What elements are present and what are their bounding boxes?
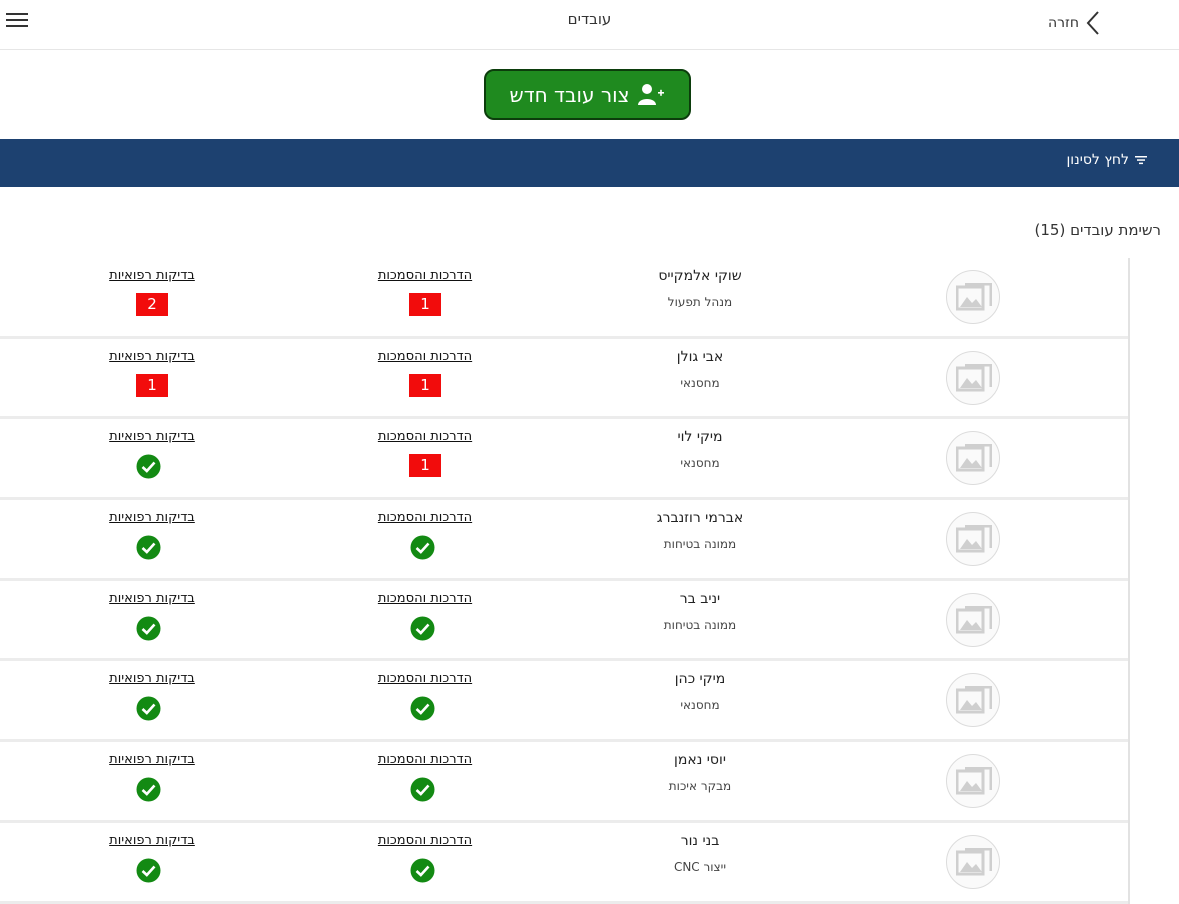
employee-role: מחסנאי (680, 698, 720, 713)
employee-name: מיקי לוי (677, 429, 723, 446)
employee-row[interactable]: אבי גולן מחסנאי הדרכות והסמכות בדיקות רפואי… (0, 339, 1128, 420)
medical-link[interactable]: בדיקות רפואיות (109, 590, 195, 606)
check-circle-icon (410, 535, 435, 560)
employee-name: שוקי אלמקייס (658, 268, 742, 284)
employee-row[interactable]: בני נור ייצור CNC הדרכות והסמכות בדיקות רפו… (0, 823, 1128, 904)
image-placeholder-icon (956, 605, 992, 634)
trainings-link[interactable]: הדרכות והסמכות (377, 429, 473, 445)
trainings-link[interactable]: הדרכות והסמכות (377, 268, 473, 283)
check-circle-icon (410, 616, 435, 641)
chevron-left-icon (1086, 11, 1099, 35)
hamburger-icon[interactable] (6, 13, 28, 29)
check-circle-icon (410, 777, 435, 802)
employee-role: ממונה בטיחות (663, 537, 737, 552)
medical-link[interactable]: בדיקות רפואיות (109, 348, 195, 364)
check-circle-icon (410, 858, 435, 883)
avatar (946, 512, 1000, 567)
medical-link[interactable]: בדיקות רפואיות (109, 510, 195, 526)
employee-role: מחסנאי (680, 375, 720, 390)
trainings-link[interactable]: הדרכות והסמכות (377, 510, 473, 526)
employee-role: ייצור CNC (673, 859, 727, 874)
employee-row[interactable]: יוסי נאמן מבקר איכות הדרכות והסמכות בדיקות … (0, 742, 1128, 823)
trainings-pending-badge: 1 (409, 373, 441, 397)
trainings-link[interactable]: הדרכות והסמכות (377, 590, 473, 606)
avatar (946, 431, 1000, 486)
employee-list: שוקי אלמקייס מנהל תפעול הדרכות והסמכות בדיק… (0, 258, 1130, 904)
check-circle-icon (136, 777, 161, 802)
image-placeholder-icon (956, 444, 992, 472)
back-label: חזרה (1047, 15, 1079, 31)
employee-row[interactable]: שוקי אלמקייס מנהל תפעול הדרכות והסמכות בדיק… (0, 258, 1128, 339)
employee-name: אבי גולן (676, 348, 724, 365)
check-circle-icon (136, 616, 161, 641)
image-placeholder-icon (956, 847, 992, 876)
employee-name: מיקי כהן (674, 671, 726, 688)
employee-name: אברמי רוזנברג (656, 510, 744, 527)
check-circle-icon (136, 535, 161, 560)
medical-pending-badge: 1 (136, 373, 168, 397)
employee-role: מבקר איכות (668, 779, 732, 794)
employee-name: יניב בר (679, 590, 721, 607)
employee-row[interactable]: יניב בר ממונה בטיחות הדרכות והסמכות בדיקות … (0, 581, 1128, 662)
filter-bar: לחץ לסינון (0, 139, 1179, 187)
create-employee-button[interactable]: צור עובד חדש (484, 69, 691, 120)
employee-row[interactable]: מיקי כהן מחסנאי הדרכות והסמכות בדיקות רפואי… (0, 661, 1128, 743)
employee-row[interactable]: אברמי רוזנברג ממונה בטיחות הדרכות והסמכות ב… (0, 500, 1128, 581)
employee-role: מנהל תפעול (667, 295, 733, 309)
image-placeholder-icon (956, 283, 992, 311)
avatar (946, 754, 1000, 809)
filter-button[interactable]: לחץ לסינון (1066, 152, 1147, 168)
employee-name: יוסי נאמן (674, 752, 726, 769)
employee-list-title: רשימת עובדים (15) (1034, 221, 1161, 239)
image-placeholder-icon (956, 767, 992, 795)
check-circle-icon (410, 696, 435, 721)
image-placeholder-icon (956, 686, 992, 714)
trainings-pending-badge: 1 (409, 293, 441, 316)
employee-role: מחסנאי (680, 456, 720, 471)
page-title: עובדים (567, 10, 612, 28)
medical-link[interactable]: בדיקות רפואיות (109, 268, 195, 283)
create-employee-label: צור עובד חדש (509, 82, 630, 107)
check-circle-icon (136, 454, 161, 479)
employee-name: בני נור (680, 832, 720, 849)
filter-label: לחץ לסינון (1066, 152, 1129, 168)
avatar (946, 834, 1000, 889)
filter-icon (1135, 156, 1147, 165)
avatar (946, 592, 1000, 647)
medical-link[interactable]: בדיקות רפואיות (109, 671, 195, 687)
avatar (946, 270, 1000, 324)
medical-link[interactable]: בדיקות רפואיות (109, 752, 195, 768)
medical-link[interactable]: בדיקות רפואיות (109, 429, 195, 445)
user-plus-icon (638, 83, 665, 105)
trainings-link[interactable]: הדרכות והסמכות (377, 752, 473, 768)
image-placeholder-icon (956, 525, 992, 553)
image-placeholder-icon (956, 363, 992, 392)
medical-pending-badge: 2 (136, 293, 168, 316)
trainings-link[interactable]: הדרכות והסמכות (377, 671, 473, 687)
employee-row[interactable]: מיקי לוי מחסנאי הדרכות והסמכות בדיקות רפואי… (0, 419, 1128, 501)
back-button[interactable]: חזרה (1048, 10, 1101, 36)
trainings-link[interactable]: הדרכות והסמכות (377, 832, 473, 848)
check-circle-icon (136, 858, 161, 883)
trainings-pending-badge: 1 (409, 454, 441, 478)
trainings-link[interactable]: הדרכות והסמכות (377, 348, 473, 364)
top-bar: עובדים חזרה (0, 0, 1179, 50)
employee-role: ממונה בטיחות (663, 617, 737, 632)
check-circle-icon (136, 696, 161, 721)
avatar (946, 350, 1000, 405)
medical-link[interactable]: בדיקות רפואיות (109, 832, 195, 848)
avatar (946, 673, 1000, 728)
